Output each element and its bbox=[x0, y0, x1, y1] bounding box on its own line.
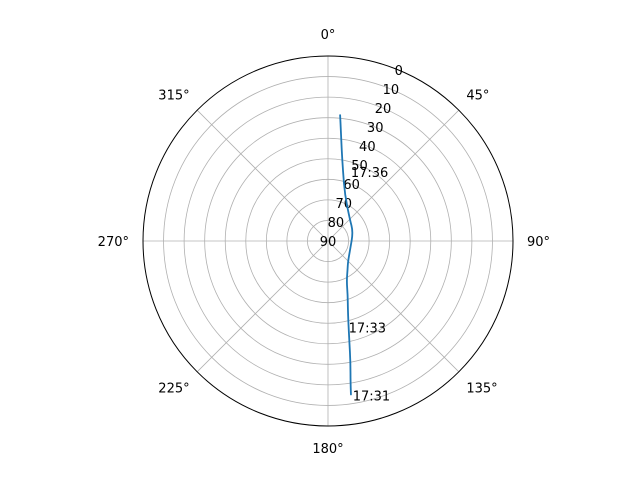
angular-gridline bbox=[327, 109, 460, 242]
angle-tick-label: 180° bbox=[312, 442, 343, 457]
angle-tick-label: 225° bbox=[158, 381, 189, 396]
time-annotation: 17:31 bbox=[353, 390, 390, 405]
annotations: 17:31 17:33 17:36 bbox=[349, 166, 391, 405]
angle-tick-label: 90° bbox=[527, 235, 550, 250]
radial-tick-label: 10 bbox=[383, 83, 400, 98]
time-annotation: 17:36 bbox=[351, 166, 388, 181]
radial-tick-label: 20 bbox=[375, 102, 392, 117]
series-line bbox=[339, 114, 354, 396]
angle-tick-labels: 0° 45° 90° 135° 180° 225° 270° 315° bbox=[98, 28, 550, 457]
radial-tick-label: 60 bbox=[343, 178, 360, 193]
radial-tick-label: 50 bbox=[351, 159, 368, 174]
angle-tick-label: 0° bbox=[321, 28, 336, 43]
radial-tick-labels: 0 10 20 30 40 50 60 70 80 90 bbox=[320, 64, 403, 250]
radial-tick-label: 90 bbox=[320, 235, 337, 250]
angular-gridline bbox=[196, 109, 329, 242]
grid bbox=[143, 56, 513, 426]
time-annotation: 17:33 bbox=[349, 322, 386, 337]
radial-tick-label: 40 bbox=[359, 140, 376, 155]
angular-gridline bbox=[196, 240, 329, 373]
angle-tick-label: 315° bbox=[158, 89, 189, 104]
radial-tick-label: 30 bbox=[367, 121, 384, 136]
radial-tick-label: 0 bbox=[395, 64, 403, 79]
polar-frame bbox=[142, 55, 514, 427]
angle-tick-label: 270° bbox=[98, 235, 129, 250]
series bbox=[339, 114, 354, 396]
angle-tick-label: 135° bbox=[466, 381, 497, 396]
radial-tick-label: 80 bbox=[328, 216, 345, 231]
radial-tick-label: 70 bbox=[335, 197, 352, 212]
angle-tick-label: 45° bbox=[466, 89, 489, 104]
angular-gridline bbox=[327, 240, 460, 373]
